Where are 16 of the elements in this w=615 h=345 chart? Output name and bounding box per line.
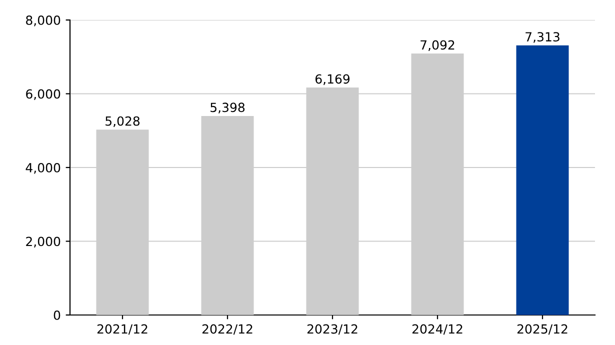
data-label: 7,313: [526, 32, 560, 43]
data-label: 6,169: [315, 74, 350, 85]
bar: [516, 45, 569, 315]
y-tick-label: 6,000: [26, 89, 60, 100]
x-tick-label: 2024/12: [412, 324, 462, 335]
x-tick-label: 2022/12: [202, 324, 252, 335]
x-tick-label: 2021/12: [97, 324, 148, 335]
data-label: 5,028: [106, 116, 140, 128]
data-label: 5,398: [210, 102, 245, 114]
x-tick-label: 2023/12: [307, 324, 358, 335]
x-tick-label: 2025/12: [517, 324, 568, 335]
y-tick-label: 4,000: [26, 162, 60, 174]
data-label: 7,092: [420, 40, 454, 51]
y-tick-label: 0: [54, 310, 60, 320]
y-tick-label: 2,000: [26, 236, 60, 248]
y-tick-label: 8,000: [26, 15, 60, 26]
